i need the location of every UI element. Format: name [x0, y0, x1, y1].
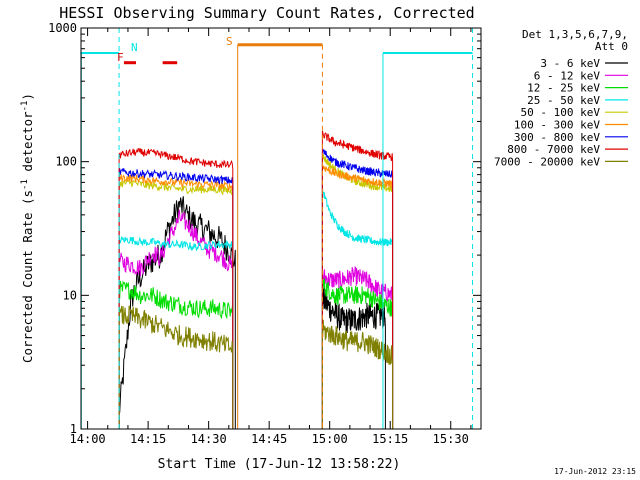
y-tick-label: 1000 [48, 21, 77, 35]
series-line-1-seg1 [118, 196, 236, 429]
y-tick-label: 100 [55, 155, 77, 169]
legend-label-9: 7000 - 20000 keV [494, 155, 600, 168]
x-tick-label: 14:30 [191, 432, 227, 446]
axes: 14:00 14:15 14:30 14:45 15:00 15:15 15:30 1 10 10… [48, 21, 481, 446]
x-tick-label: 15:15 [372, 432, 408, 446]
legend-label-5: 50 - 100 keV [521, 106, 601, 119]
x-tick-label: 14:45 [251, 432, 287, 446]
marker-F: F [117, 51, 124, 64]
marker-N: N [131, 41, 138, 54]
legend-label-7: 300 - 800 keV [514, 131, 600, 144]
x-tick-label: 14:00 [70, 432, 106, 446]
y-axis-label-part1: Corrected Count Rate (s [20, 190, 35, 363]
series-line-7-seg2 [321, 148, 394, 429]
legend-title: Det 1,3,5,6,7,9, [522, 28, 628, 41]
y-axis-label-sup1: -1 [20, 179, 30, 190]
y-axis-label-part2: detector [20, 111, 35, 179]
plot-content [118, 130, 394, 429]
series-line-4-seg1 [118, 236, 234, 429]
x-axis-label: Start Time (17-Jun-12 13:58:22) [158, 457, 401, 472]
legend-label-2: 6 - 12 keV [534, 69, 601, 82]
y-axis-label-part3: ) [20, 93, 35, 101]
x-tick-label: 15:00 [312, 432, 348, 446]
series-line-3-seg2 [321, 278, 394, 429]
series-line-9-seg1 [118, 305, 234, 429]
legend-subtitle: Att 0 [595, 40, 628, 53]
footer-timestamp: 17-Jun-2012 23:15 [554, 467, 636, 476]
series-line-5-seg1 [118, 178, 234, 429]
series-line-2-seg2 [321, 265, 394, 429]
series-line-2-seg1 [118, 209, 234, 429]
series-line-8-seg2 [321, 130, 394, 429]
plot-frame [80, 27, 482, 430]
y-tick-label: 1 [70, 422, 77, 436]
series-line-9-seg2 [321, 319, 394, 429]
legend-label-4: 25 - 50 keV [527, 94, 600, 107]
series-line-6-seg2 [321, 165, 394, 429]
legend-label-6: 100 - 300 keV [514, 119, 600, 132]
series-line-6-seg1 [118, 173, 234, 429]
chart-title: HESSI Observing Summary Count Rates, Cor… [59, 4, 474, 22]
y-axis-label: Corrected Count Rate (s-1 detector-1) [20, 93, 35, 363]
series-line-7-seg1 [118, 168, 234, 429]
y-tick-label: 10 [63, 288, 77, 302]
y-axis-label-sup2: -1 [20, 101, 30, 112]
x-tick-label: 14:15 [130, 432, 166, 446]
legend-label-8: 800 - 7000 keV [507, 143, 600, 156]
legend-label-3: 12 - 25 keV [527, 82, 600, 95]
legend-label-1: 3 - 6 keV [540, 57, 600, 70]
event-markers: N F S [117, 35, 233, 64]
series-line-4-seg2 [321, 185, 394, 429]
series-line-8-seg1 [118, 147, 234, 429]
x-tick-label: 15:30 [433, 432, 469, 446]
overlay-lines [80, 28, 474, 429]
series-line-1-seg2 [321, 287, 386, 429]
marker-S: S [226, 35, 233, 48]
series-line-3-seg1 [118, 280, 234, 429]
